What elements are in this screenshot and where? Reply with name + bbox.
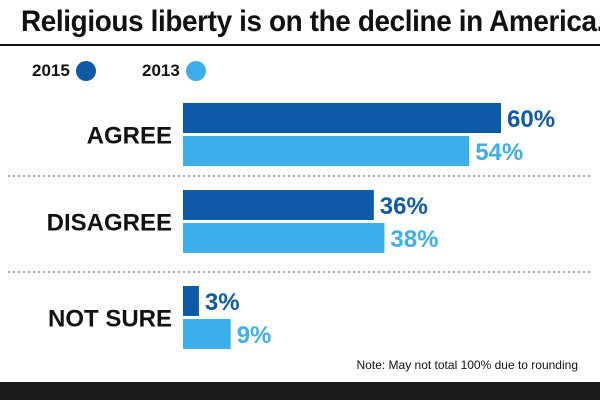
chart-title: Religious liberty is on the decline in A…	[21, 5, 600, 38]
legend-label-2013: 2013	[142, 61, 180, 80]
legend-swatch-2013	[185, 61, 206, 81]
category-label-agree: AGREE	[87, 123, 172, 150]
value-label-not-sure-2013: 9%	[237, 322, 272, 349]
footnote: Note: May not total 100% due to rounding	[356, 358, 578, 372]
value-label-not-sure-2015: 3%	[205, 289, 240, 316]
value-label-disagree-2015: 36%	[380, 193, 428, 220]
legend-label-2015: 2015	[32, 61, 70, 80]
bar-not-sure-2015	[183, 286, 199, 316]
bar-disagree-2015	[183, 190, 374, 220]
value-label-agree-2015: 60%	[507, 106, 555, 133]
category-label-not-sure: NOT SURE	[48, 306, 172, 333]
legend-item-2015: 2015	[32, 58, 96, 84]
title-underline	[0, 44, 600, 46]
value-label-agree-2013: 54%	[475, 139, 523, 166]
bar-agree-2013	[183, 136, 470, 166]
bar-disagree-2013	[183, 223, 385, 253]
footer-bar	[0, 382, 600, 400]
bar-not-sure-2013	[183, 319, 231, 349]
legend-swatch-2015	[75, 61, 96, 81]
bar-agree-2015	[183, 103, 501, 133]
value-label-disagree-2013: 38%	[390, 226, 438, 253]
legend-item-2013: 2013	[142, 58, 206, 84]
category-label-disagree: DISAGREE	[47, 210, 172, 237]
